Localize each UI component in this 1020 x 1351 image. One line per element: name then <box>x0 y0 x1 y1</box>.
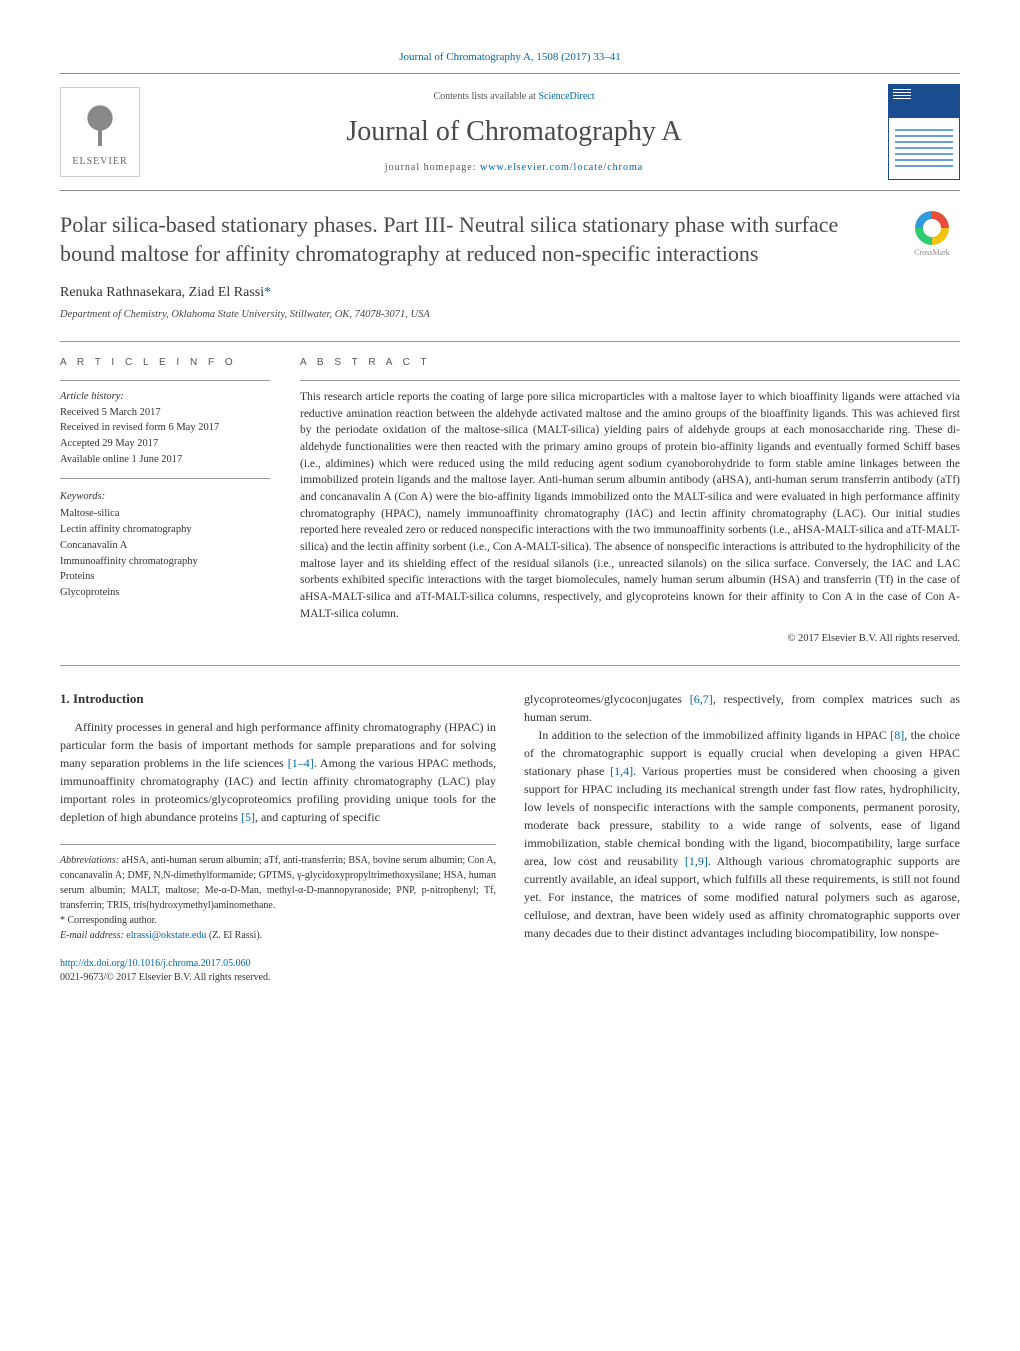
keyword: Lectin affinity chromatography <box>60 522 270 538</box>
citation-link[interactable]: [8] <box>890 728 904 742</box>
col2-paragraph-1: glycoproteomes/glycoconjugates [6,7], re… <box>524 690 960 726</box>
authors-names: Renuka Rathnasekara, Ziad El Rassi <box>60 285 264 300</box>
text: In addition to the selection of the immo… <box>538 728 890 742</box>
contents-available-line: Contents lists available at ScienceDirec… <box>140 90 888 104</box>
contents-prefix: Contents lists available at <box>433 91 538 102</box>
doi-link[interactable]: http://dx.doi.org/10.1016/j.chroma.2017.… <box>60 958 251 969</box>
keyword: Maltose-silica <box>60 506 270 522</box>
homepage-prefix: journal homepage: <box>385 162 480 173</box>
abstract-column: A B S T R A C T This research article re… <box>300 356 960 647</box>
col2-paragraph-2: In addition to the selection of the immo… <box>524 726 960 942</box>
crossmark-label: CrossMark <box>914 247 950 258</box>
journal-citation: Journal of Chromatography A, 1508 (2017)… <box>60 50 960 65</box>
issn-copyright-line: 0021-9673/© 2017 Elsevier B.V. All right… <box>60 971 960 985</box>
intro-paragraph-1: Affinity processes in general and high p… <box>60 718 496 826</box>
doi-block: http://dx.doi.org/10.1016/j.chroma.2017.… <box>60 957 960 985</box>
footnotes-block: Abbreviations: aHSA, anti-human serum al… <box>60 844 496 943</box>
affiliation: Department of Chemistry, Oklahoma State … <box>60 308 960 323</box>
history-received: Received 5 March 2017 <box>60 405 270 421</box>
body-column-left: 1. Introduction Affinity processes in ge… <box>60 690 496 943</box>
citation-link[interactable]: [6,7] <box>690 692 713 706</box>
history-label: Article history: <box>60 389 270 405</box>
abbreviations-footnote: Abbreviations: aHSA, anti-human serum al… <box>60 853 496 913</box>
journal-cover-thumbnail <box>888 84 960 180</box>
corresponding-author-marker: * <box>264 285 271 300</box>
crossmark-badge[interactable]: CrossMark <box>904 211 960 258</box>
email-footnote: E-mail address: elrassi@okstate.edu (Z. … <box>60 928 496 943</box>
article-info-label: A R T I C L E I N F O <box>60 356 270 370</box>
authors-line: Renuka Rathnasekara, Ziad El Rassi* <box>60 283 960 303</box>
crossmark-icon <box>915 211 949 245</box>
abstract-label: A B S T R A C T <box>300 356 960 370</box>
abbrev-label: Abbreviations: <box>60 855 119 866</box>
keywords-block: Keywords: Maltose-silica Lectin affinity… <box>60 489 270 601</box>
elsevier-wordmark: ELSEVIER <box>72 155 127 169</box>
text: , and capturing of specific <box>255 810 380 824</box>
text: glycoproteomes/glycoconjugates <box>524 692 690 706</box>
keyword: Glycoproteins <box>60 585 270 601</box>
history-accepted: Accepted 29 May 2017 <box>60 436 270 452</box>
text: . Various properties must be considered … <box>524 764 960 868</box>
divider <box>60 341 960 342</box>
email-link[interactable]: elrassi@okstate.edu <box>126 930 206 941</box>
journal-homepage-link[interactable]: www.elsevier.com/locate/chroma <box>480 162 643 173</box>
sciencedirect-link[interactable]: ScienceDirect <box>538 91 594 102</box>
citation-link[interactable]: [1,4] <box>610 764 633 778</box>
keyword: Immunoaffinity chromatography <box>60 554 270 570</box>
abstract-copyright: © 2017 Elsevier B.V. All rights reserved… <box>300 632 960 647</box>
citation-link[interactable]: [1–4] <box>288 756 314 770</box>
abbrev-text: aHSA, anti-human serum albumin; aTf, ant… <box>60 855 496 911</box>
elsevier-tree-icon <box>75 96 125 151</box>
journal-header: ELSEVIER Contents lists available at Sci… <box>60 73 960 191</box>
elsevier-logo: ELSEVIER <box>60 87 140 177</box>
divider <box>60 665 960 666</box>
keyword: Concanavalin A <box>60 538 270 554</box>
intro-heading: 1. Introduction <box>60 690 496 708</box>
abstract-text: This research article reports the coatin… <box>300 381 960 622</box>
keyword: Proteins <box>60 569 270 585</box>
citation-link[interactable]: [1,9] <box>685 854 708 868</box>
corresponding-author-footnote: * Corresponding author. <box>60 913 496 928</box>
email-suffix: (Z. El Rassi). <box>206 930 262 941</box>
journal-homepage-line: journal homepage: www.elsevier.com/locat… <box>140 161 888 175</box>
citation-link[interactable]: [5] <box>241 810 255 824</box>
body-column-right: glycoproteomes/glycoconjugates [6,7], re… <box>524 690 960 943</box>
history-revised: Received in revised form 6 May 2017 <box>60 420 270 436</box>
article-title: Polar silica-based stationary phases. Pa… <box>60 211 888 268</box>
article-history: Article history: Received 5 March 2017 R… <box>60 381 270 479</box>
keywords-label: Keywords: <box>60 489 270 505</box>
journal-name: Journal of Chromatography A <box>140 112 888 151</box>
history-online: Available online 1 June 2017 <box>60 452 270 468</box>
article-info-column: A R T I C L E I N F O Article history: R… <box>60 356 270 647</box>
email-label: E-mail address: <box>60 930 126 941</box>
